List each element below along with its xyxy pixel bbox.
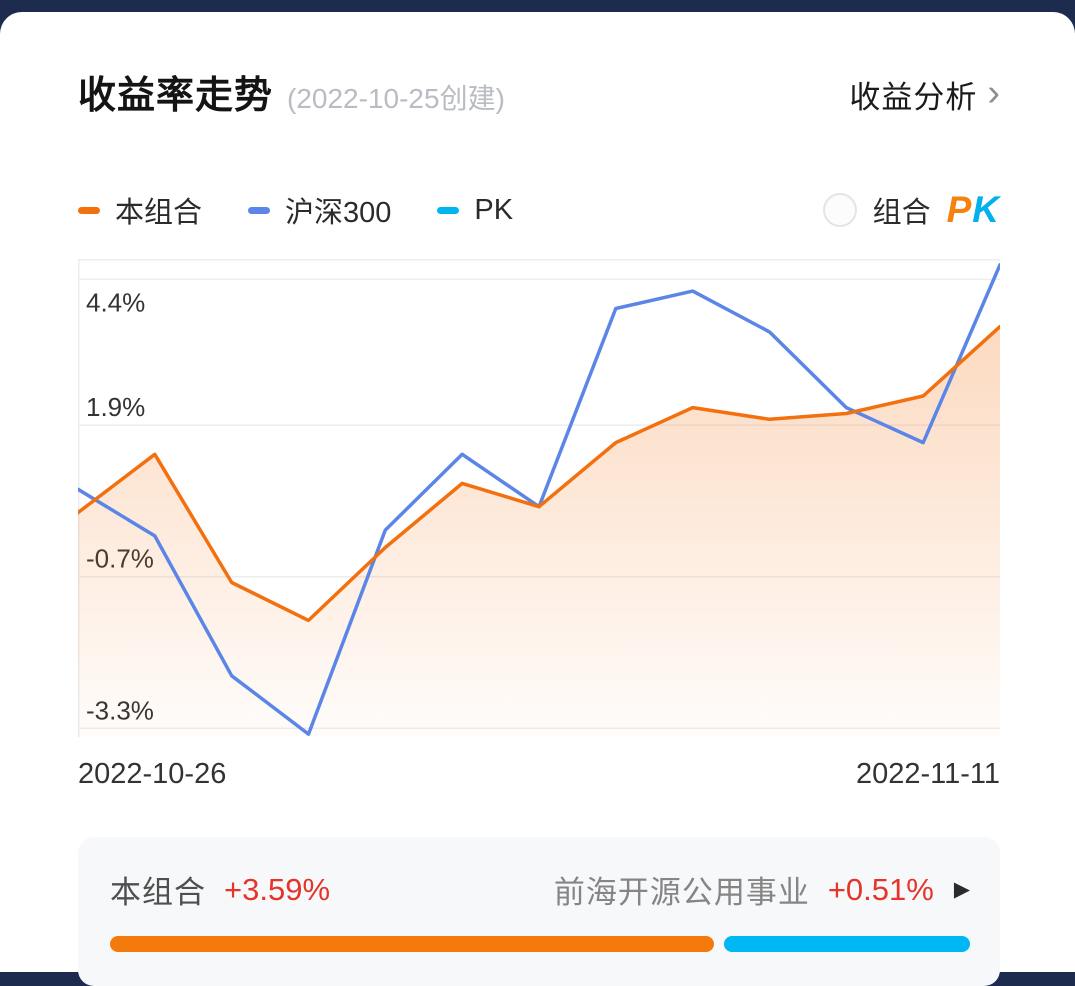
pk-toggle: 组合 PK: [822, 189, 1000, 231]
chevron-right-icon: ›: [987, 71, 1000, 114]
stat-compare-fund[interactable]: 前海开源公用事业 +0.51% ▶: [554, 867, 970, 912]
page-title: 收益率走势: [78, 75, 274, 117]
title-group: 收益率走势 (2022-10-25创建): [78, 64, 505, 119]
trend-chart[interactable]: 4.4%1.9%-0.7%-3.3%: [76, 259, 1002, 742]
legend-swatch-pk-icon: [437, 206, 460, 214]
pk-toggle-radio[interactable]: [822, 193, 857, 227]
pk-logo-p: P: [946, 189, 973, 230]
created-date: (2022-10-25创建): [287, 83, 505, 114]
pk-bar-right: [723, 936, 970, 952]
svg-text:4.4%: 4.4%: [86, 287, 145, 317]
legend-item-pk: PK: [437, 194, 513, 227]
card-header: 收益率走势 (2022-10-25创建) 收益分析 ›: [78, 64, 1000, 119]
pk-logo-icon: PK: [947, 189, 1000, 231]
legend-swatch-portfolio-icon: [78, 206, 100, 214]
legend-swatch-hs300-icon: [248, 206, 271, 214]
svg-text:1.9%: 1.9%: [86, 392, 145, 422]
legend: 本组合 沪深300 PK: [78, 189, 513, 231]
legend-label-pk: PK: [474, 193, 514, 226]
stats-row: 本组合 +3.59% 前海开源公用事业 +0.51% ▶: [110, 867, 970, 912]
legend-row: 本组合 沪深300 PK 组合 PK: [78, 189, 1000, 231]
x-label-end: 2022-11-11: [855, 758, 1000, 790]
stat-fund-label: 前海开源公用事业: [553, 875, 810, 910]
analysis-link-label: 收益分析: [849, 80, 978, 115]
legend-item-hs300: 沪深300: [248, 189, 391, 231]
pk-logo-k: K: [972, 189, 1000, 230]
legend-label-portfolio: 本组合: [115, 197, 203, 229]
x-label-start: 2022-10-26: [78, 758, 227, 790]
legend-label-hs300: 沪深300: [285, 197, 392, 229]
stat-portfolio-label: 本组合: [110, 875, 206, 910]
x-axis-labels: 2022-10-26 2022-11-11: [78, 758, 1000, 791]
legend-item-portfolio: 本组合: [78, 189, 202, 231]
arrow-right-icon: ▶: [953, 878, 970, 901]
pk-bar-left: [110, 936, 714, 952]
pk-toggle-label: 组合: [872, 197, 931, 229]
pk-ratio-bar: [110, 936, 970, 952]
stat-portfolio: 本组合 +3.59%: [110, 867, 330, 912]
returns-card: 收益率走势 (2022-10-25创建) 收益分析 › 本组合 沪深300 PK: [0, 12, 1075, 986]
analysis-link[interactable]: 收益分析 ›: [849, 72, 1000, 117]
trend-chart-svg[interactable]: 4.4%1.9%-0.7%-3.3%: [76, 259, 1002, 737]
pk-stats-card: 本组合 +3.59% 前海开源公用事业 +0.51% ▶: [78, 837, 1000, 986]
stat-fund-value: +0.51%: [827, 871, 934, 907]
stat-portfolio-value: +3.59%: [224, 871, 331, 907]
